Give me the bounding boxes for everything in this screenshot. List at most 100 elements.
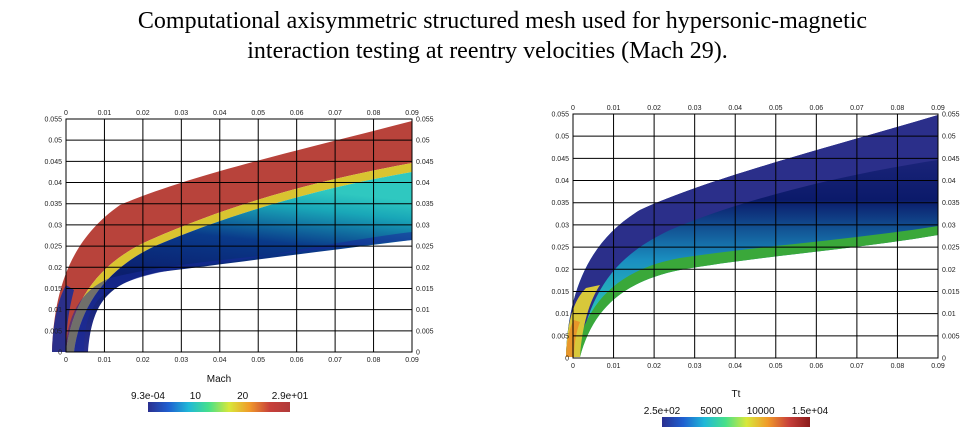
x-tick-label-top: 0.02 bbox=[647, 105, 661, 112]
y-tick-label-right: 0.055 bbox=[942, 112, 960, 119]
y-tick-label-left: 0.005 bbox=[551, 333, 569, 340]
mach-shock-layer bbox=[52, 121, 412, 352]
x-tick-label-bottom: 0.09 bbox=[405, 357, 419, 364]
y-tick-label-left: 0.01 bbox=[48, 307, 62, 314]
y-tick-label-left: 0.01 bbox=[555, 311, 569, 318]
figure-caption: Computational axisymmetric structured me… bbox=[0, 6, 975, 66]
y-tick-label-left: 0.025 bbox=[551, 245, 569, 252]
x-tick-label-bottom: 0.07 bbox=[328, 357, 342, 364]
y-tick-label-right: 0.015 bbox=[416, 286, 434, 293]
colorbar-tick-label: 20 bbox=[237, 391, 249, 402]
colorbar-tick-label: 1.5e+04 bbox=[792, 406, 829, 417]
colorbar-tick-label: 9.3e-04 bbox=[131, 391, 165, 402]
x-tick-label-top: 0 bbox=[64, 110, 68, 117]
x-tick-label-bottom: 0.03 bbox=[688, 363, 702, 370]
x-tick-label-bottom: 0.09 bbox=[931, 363, 945, 370]
mach-panel: 0 0 0.01 0.01 0.02 0.02 0.03 0.03 0.04 0.04 0.05 0.… bbox=[44, 110, 434, 412]
mach-colorbar-labels: 9.3e-04 10 20 2.9e+01 bbox=[131, 391, 309, 402]
y-tick-label-right: 0.05 bbox=[416, 138, 430, 145]
y-tick-label-left: 0.055 bbox=[44, 117, 62, 124]
y-tick-label-left: 0.02 bbox=[555, 267, 569, 274]
x-tick-label-top: 0.05 bbox=[769, 105, 783, 112]
x-tick-label-top: 0 bbox=[571, 105, 575, 112]
x-tick-label-bottom: 0.08 bbox=[367, 357, 381, 364]
caption-line-2: interaction testing at reentry velocitie… bbox=[247, 38, 728, 64]
x-tick-label-top: 0.03 bbox=[175, 110, 189, 117]
x-tick-label-top: 0.09 bbox=[931, 105, 945, 112]
mach-flow-region bbox=[74, 172, 412, 352]
tt-body-edge bbox=[575, 226, 938, 357]
x-tick-label-top: 0.06 bbox=[290, 110, 304, 117]
x-tick-label-bottom: 0.08 bbox=[891, 363, 905, 370]
y-tick-label-right: 0.005 bbox=[942, 333, 960, 340]
x-tick-label-bottom: 0.06 bbox=[290, 357, 304, 364]
y-tick-label-right: 0.05 bbox=[942, 134, 956, 141]
y-tick-label-right: 0.045 bbox=[416, 159, 434, 166]
mach-tick-labels: 0 0 0.01 0.01 0.02 0.02 0.03 0.03 0.04 0.04 0.05 0.… bbox=[44, 110, 433, 364]
y-tick-label-left: 0.035 bbox=[44, 201, 62, 208]
colorbar-tick-label: 2.9e+01 bbox=[272, 391, 309, 402]
x-tick-label-top: 0.06 bbox=[810, 105, 824, 112]
x-tick-label-bottom: 0.02 bbox=[647, 363, 661, 370]
tt-panel: 000.010.010.020.020.030.030.040.040.050.… bbox=[551, 105, 960, 427]
colorbar-tick-label: 10 bbox=[190, 391, 202, 402]
y-tick-label-right: 0.045 bbox=[942, 156, 960, 163]
y-tick-label-right: 0.02 bbox=[942, 267, 956, 274]
x-tick-label-top: 0.04 bbox=[213, 110, 227, 117]
y-tick-label-right: 0.035 bbox=[416, 201, 434, 208]
y-tick-label-right: 0 bbox=[942, 356, 946, 363]
tt-colorbar bbox=[662, 417, 810, 427]
tt-tick-labels: 000.010.010.020.020.030.030.040.040.050.… bbox=[551, 105, 959, 370]
y-tick-label-right: 0.005 bbox=[416, 328, 434, 335]
y-tick-label-right: 0.025 bbox=[942, 245, 960, 252]
y-tick-label-right: 0 bbox=[416, 350, 420, 357]
colorbar-tick-label: 2.5e+02 bbox=[644, 406, 681, 417]
y-tick-label-right: 0.01 bbox=[416, 307, 430, 314]
y-tick-label-right: 0.03 bbox=[416, 222, 430, 229]
x-tick-label-top: 0.07 bbox=[850, 105, 864, 112]
x-tick-label-bottom: 0.06 bbox=[810, 363, 824, 370]
x-tick-label-bottom: 0.01 bbox=[607, 363, 621, 370]
y-tick-label-left: 0 bbox=[58, 350, 62, 357]
x-tick-label-top: 0.04 bbox=[728, 105, 742, 112]
y-tick-label-right: 0.01 bbox=[942, 311, 956, 318]
x-tick-label-top: 0.08 bbox=[891, 105, 905, 112]
y-tick-label-right: 0.015 bbox=[942, 289, 960, 296]
tt-colorbar-title: Tt bbox=[732, 389, 741, 400]
y-tick-label-right: 0.025 bbox=[416, 244, 434, 251]
tt-outer-band bbox=[566, 115, 938, 357]
y-tick-label-left: 0.02 bbox=[48, 265, 62, 272]
tt-colorbar-labels: 2.5e+02 5000 10000 1.5e+04 bbox=[644, 406, 829, 417]
x-tick-label-bottom: 0.04 bbox=[213, 357, 227, 364]
y-tick-label-left: 0.03 bbox=[48, 222, 62, 229]
x-tick-label-top: 0.01 bbox=[98, 110, 112, 117]
mach-grid bbox=[65, 118, 413, 353]
x-tick-label-bottom: 0.02 bbox=[136, 357, 150, 364]
y-tick-label-right: 0.03 bbox=[942, 222, 956, 229]
y-tick-label-left: 0.055 bbox=[551, 112, 569, 119]
colorbar-tick-label: 5000 bbox=[700, 406, 723, 417]
y-tick-label-left: 0 bbox=[565, 356, 569, 363]
y-tick-label-right: 0.04 bbox=[416, 180, 430, 187]
y-tick-label-right: 0.02 bbox=[416, 265, 430, 272]
y-tick-label-left: 0.03 bbox=[555, 222, 569, 229]
x-tick-label-top: 0.02 bbox=[136, 110, 150, 117]
mach-colorbar bbox=[148, 402, 290, 412]
y-tick-label-left: 0.04 bbox=[555, 178, 569, 185]
colorbar-tick-label: 10000 bbox=[747, 406, 775, 417]
y-tick-label-left: 0.05 bbox=[555, 134, 569, 141]
x-tick-label-bottom: 0.05 bbox=[251, 357, 265, 364]
caption-line-1: Computational axisymmetric structured me… bbox=[137, 8, 868, 34]
x-tick-label-bottom: 0 bbox=[571, 363, 575, 370]
y-tick-label-left: 0.045 bbox=[551, 156, 569, 163]
x-tick-label-bottom: 0.05 bbox=[769, 363, 783, 370]
y-tick-label-right: 0.04 bbox=[942, 178, 956, 185]
x-tick-label-top: 0.01 bbox=[607, 105, 621, 112]
y-tick-label-left: 0.005 bbox=[44, 328, 62, 335]
x-tick-label-bottom: 0.03 bbox=[175, 357, 189, 364]
y-tick-label-left: 0.035 bbox=[551, 200, 569, 207]
x-tick-label-bottom: 0.01 bbox=[98, 357, 112, 364]
x-tick-label-top: 0.03 bbox=[688, 105, 702, 112]
x-tick-label-top: 0.07 bbox=[328, 110, 342, 117]
